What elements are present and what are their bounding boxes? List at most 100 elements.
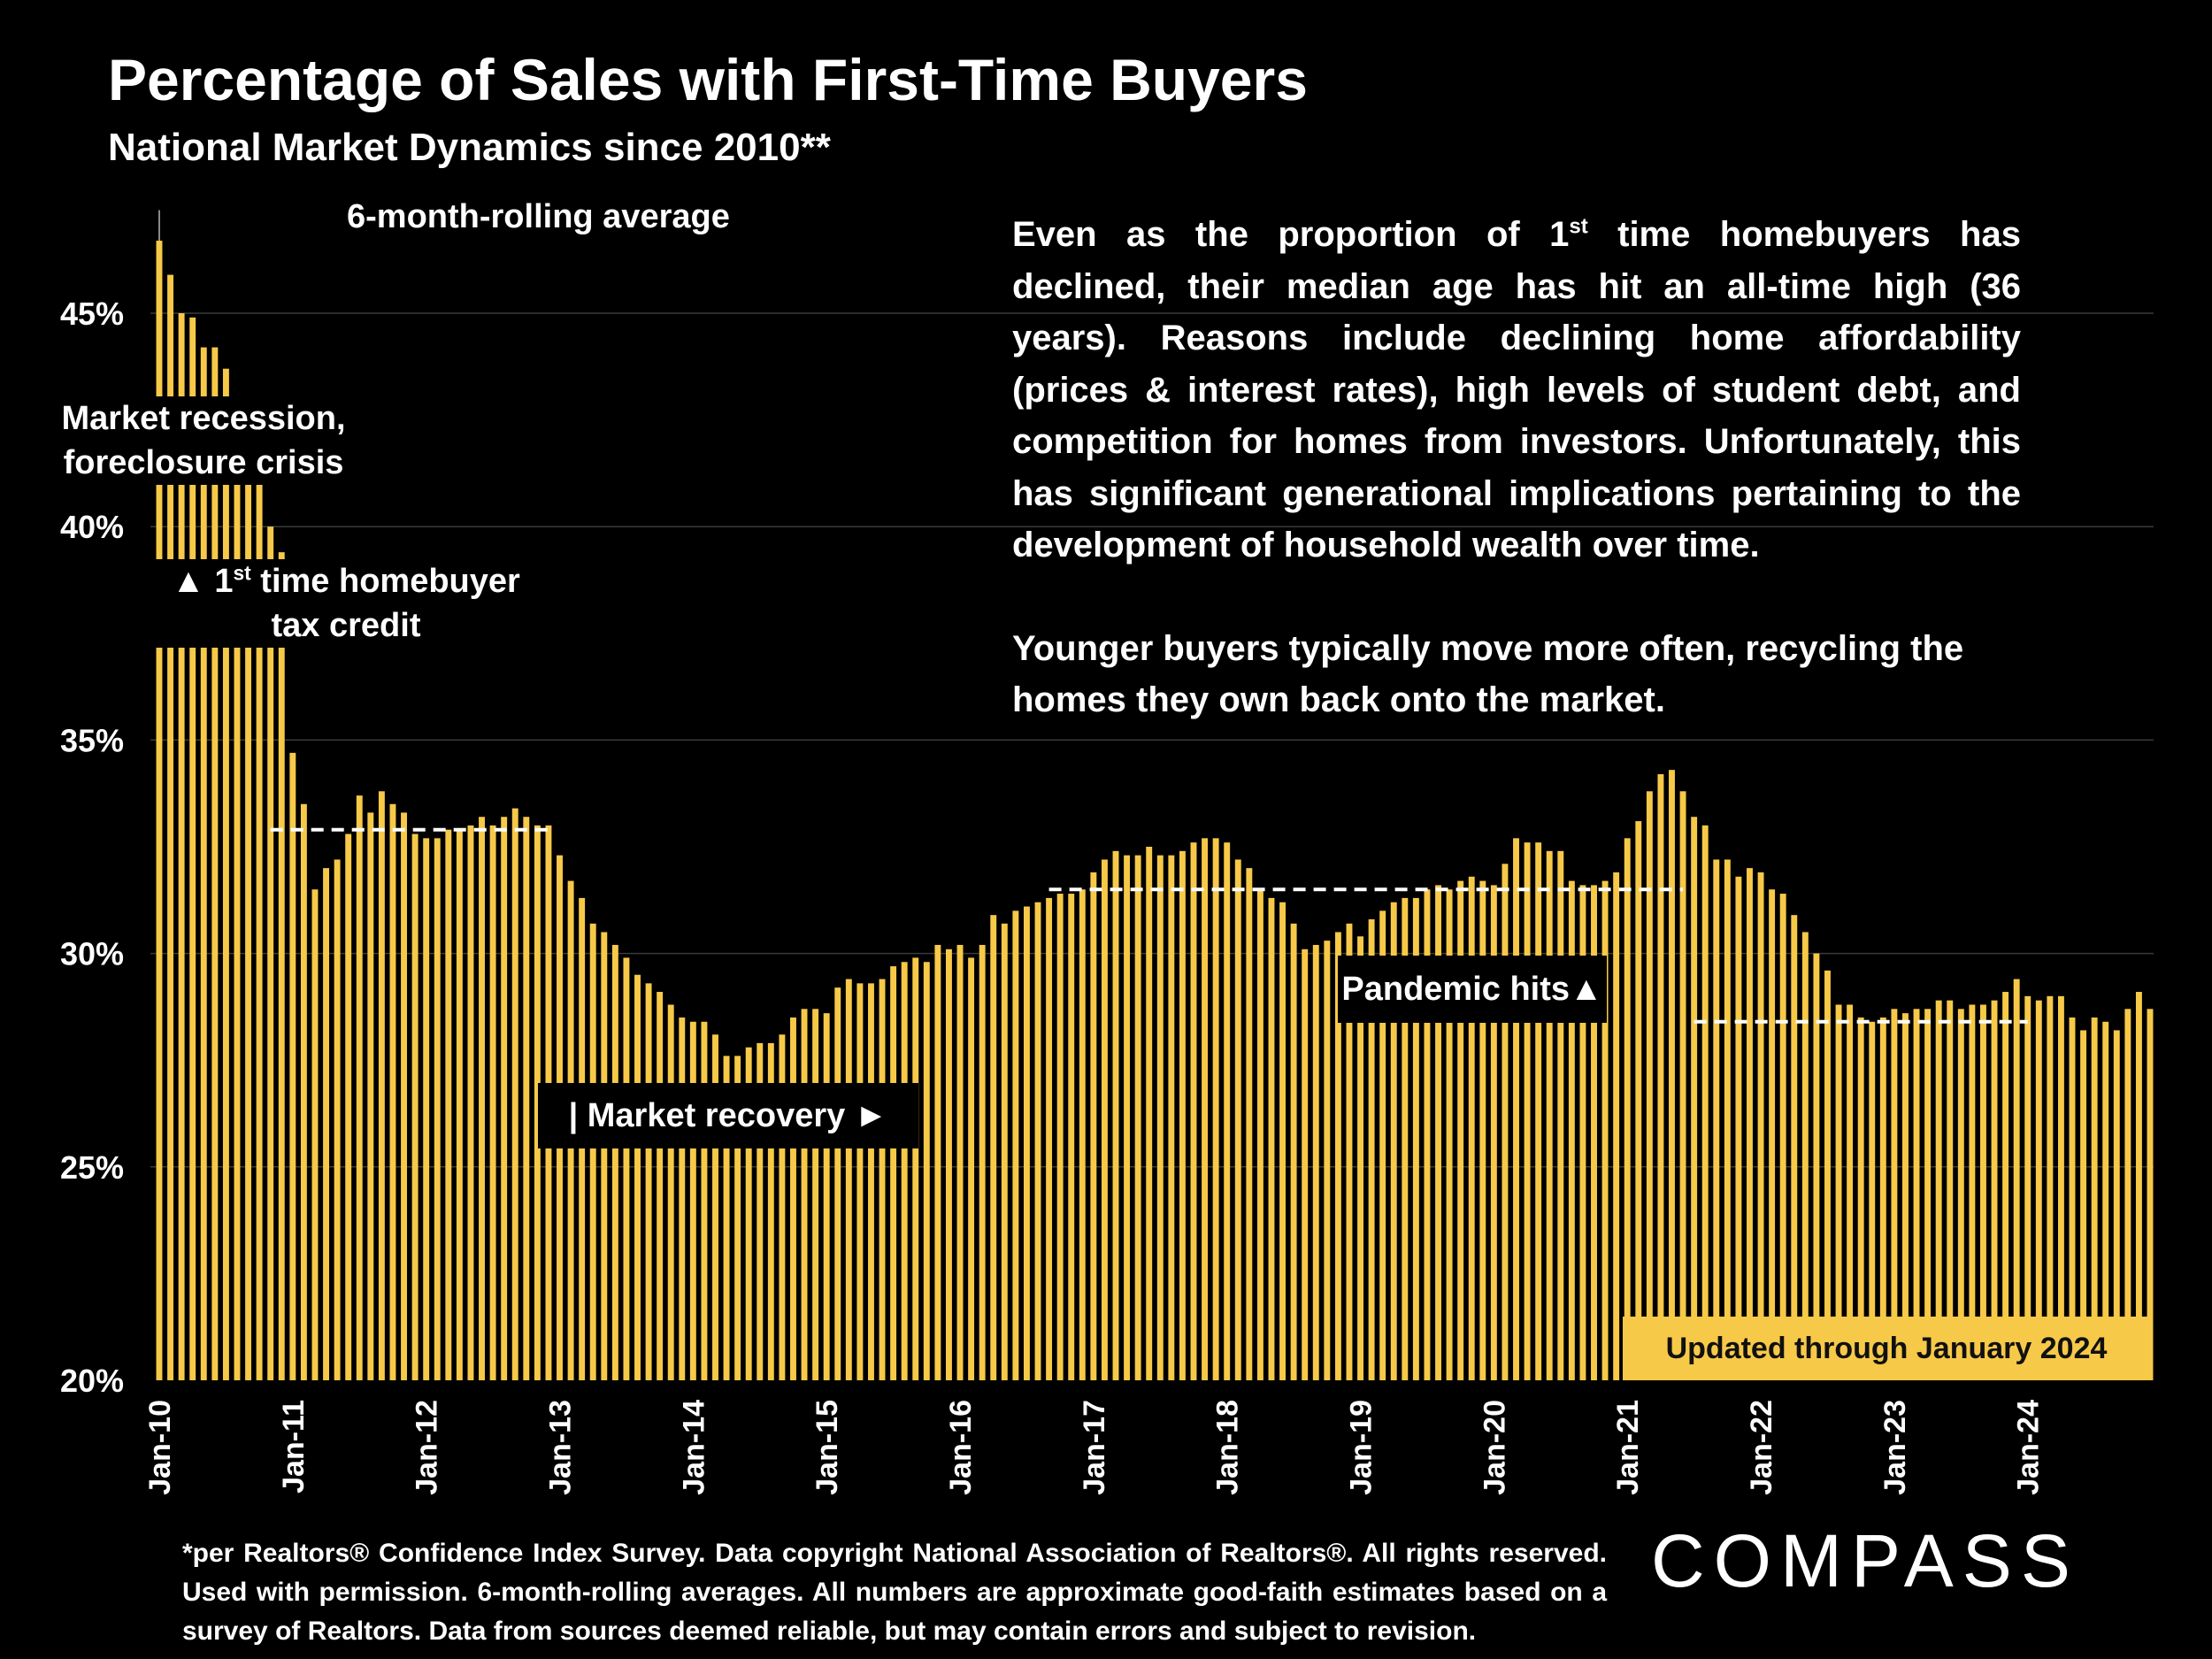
bar [311,889,319,1380]
bar [1568,880,1575,1380]
bar [1101,859,1108,1380]
bar [245,441,252,1381]
bar [1412,897,1419,1380]
pandemic-annotation: Pandemic hits▲ [1338,956,1607,1023]
bar [200,347,207,1381]
bar [923,962,930,1380]
bar [1023,906,1030,1380]
bar [601,932,608,1380]
bar [1212,838,1219,1380]
bar [1034,902,1041,1380]
bar [1635,821,1642,1380]
commentary-paragraph-2: Younger buyers typically move more often… [1012,628,1964,720]
bar [1379,910,1386,1380]
y-tick-label: 35% [60,722,124,758]
bar [501,817,508,1380]
x-tick-label: Jan-15 [810,1400,844,1495]
bar [334,859,341,1380]
bar [1490,885,1497,1380]
y-tick-label: 20% [60,1363,124,1399]
bar [211,347,219,1381]
bar [790,1017,796,1380]
bar [1256,889,1263,1380]
bar [1457,880,1464,1380]
bar [389,803,396,1380]
bar [1613,872,1620,1380]
reference-lines [270,827,2028,1024]
bar [1146,847,1153,1380]
bar [2102,1021,2109,1380]
bar [990,915,997,1380]
bar [1368,919,1375,1380]
bar [189,317,196,1380]
bar [901,962,908,1380]
bar [701,1021,708,1380]
x-tick-label: Jan-23 [1878,1400,1912,1495]
bar [1446,889,1453,1380]
bar [1902,1013,1909,1380]
bar [1835,1004,1842,1380]
bar [1302,949,1309,1380]
bar [1357,936,1363,1380]
bar [2024,995,2032,1380]
bar [356,795,363,1380]
bar [1468,876,1475,1380]
bar [1134,855,1141,1380]
tax-credit-line-2: tax credit [271,607,421,644]
bar [2002,992,2009,1380]
bar [1124,855,1131,1380]
chart-subtitle: National Market Dynamics since 2010** [108,126,831,169]
bar [367,812,374,1380]
bar [1279,902,1286,1380]
bar [1891,1009,1898,1380]
bar [401,812,407,1380]
x-tick-label: Jan-20 [1478,1400,1511,1495]
bar [1479,880,1486,1380]
bar [1913,1009,1920,1380]
bar [679,1017,686,1380]
bar [1757,872,1764,1380]
bar [1980,1004,1986,1380]
bar [1202,838,1209,1380]
bar [1579,885,1586,1380]
recession-annotation: Market recession, foreclosure crisis [53,396,354,485]
bar [879,979,886,1380]
bar [2047,995,2054,1380]
bar [623,957,630,1380]
bar [1824,970,1831,1380]
x-tick-label: Jan-17 [1078,1400,1111,1495]
chart-title: Percentage of Sales with First-Time Buye… [108,47,1308,112]
tax-credit-line-1: time homebuyer [250,563,520,600]
bar [1513,838,1519,1380]
bar [734,1056,741,1380]
bar [234,398,241,1381]
bar [156,240,163,1380]
bar [2080,1030,2087,1380]
bar [689,1021,696,1380]
bar [845,979,852,1380]
bar [1779,894,1786,1380]
bar [1857,1017,1864,1380]
bar [868,983,874,1380]
bar [1591,885,1597,1380]
bar [2091,1017,2098,1380]
bar [1969,1004,1976,1380]
bar [890,966,897,1380]
y-tick-label: 45% [60,296,124,332]
bar [1079,889,1086,1380]
bar [1557,850,1564,1380]
bar [1879,1017,1886,1380]
x-tick-label: Jan-10 [143,1400,177,1495]
x-tick-label: Jan-14 [677,1400,710,1495]
bar [1724,859,1731,1380]
bar [2013,979,2020,1380]
bar [645,983,652,1380]
commentary-paragraph-1: Even as the proportion of 1st time homeb… [1012,209,2021,572]
bar [1535,842,1542,1380]
bar [1090,872,1097,1380]
bar [1679,791,1686,1380]
x-tick-label: Jan-22 [1745,1400,1778,1495]
x-axis-ticks: Jan-10 Jan-11 Jan-12 Jan-13 Jan-14 Jan-15 Jan-… [143,1400,2046,1495]
bar [1769,889,1776,1380]
